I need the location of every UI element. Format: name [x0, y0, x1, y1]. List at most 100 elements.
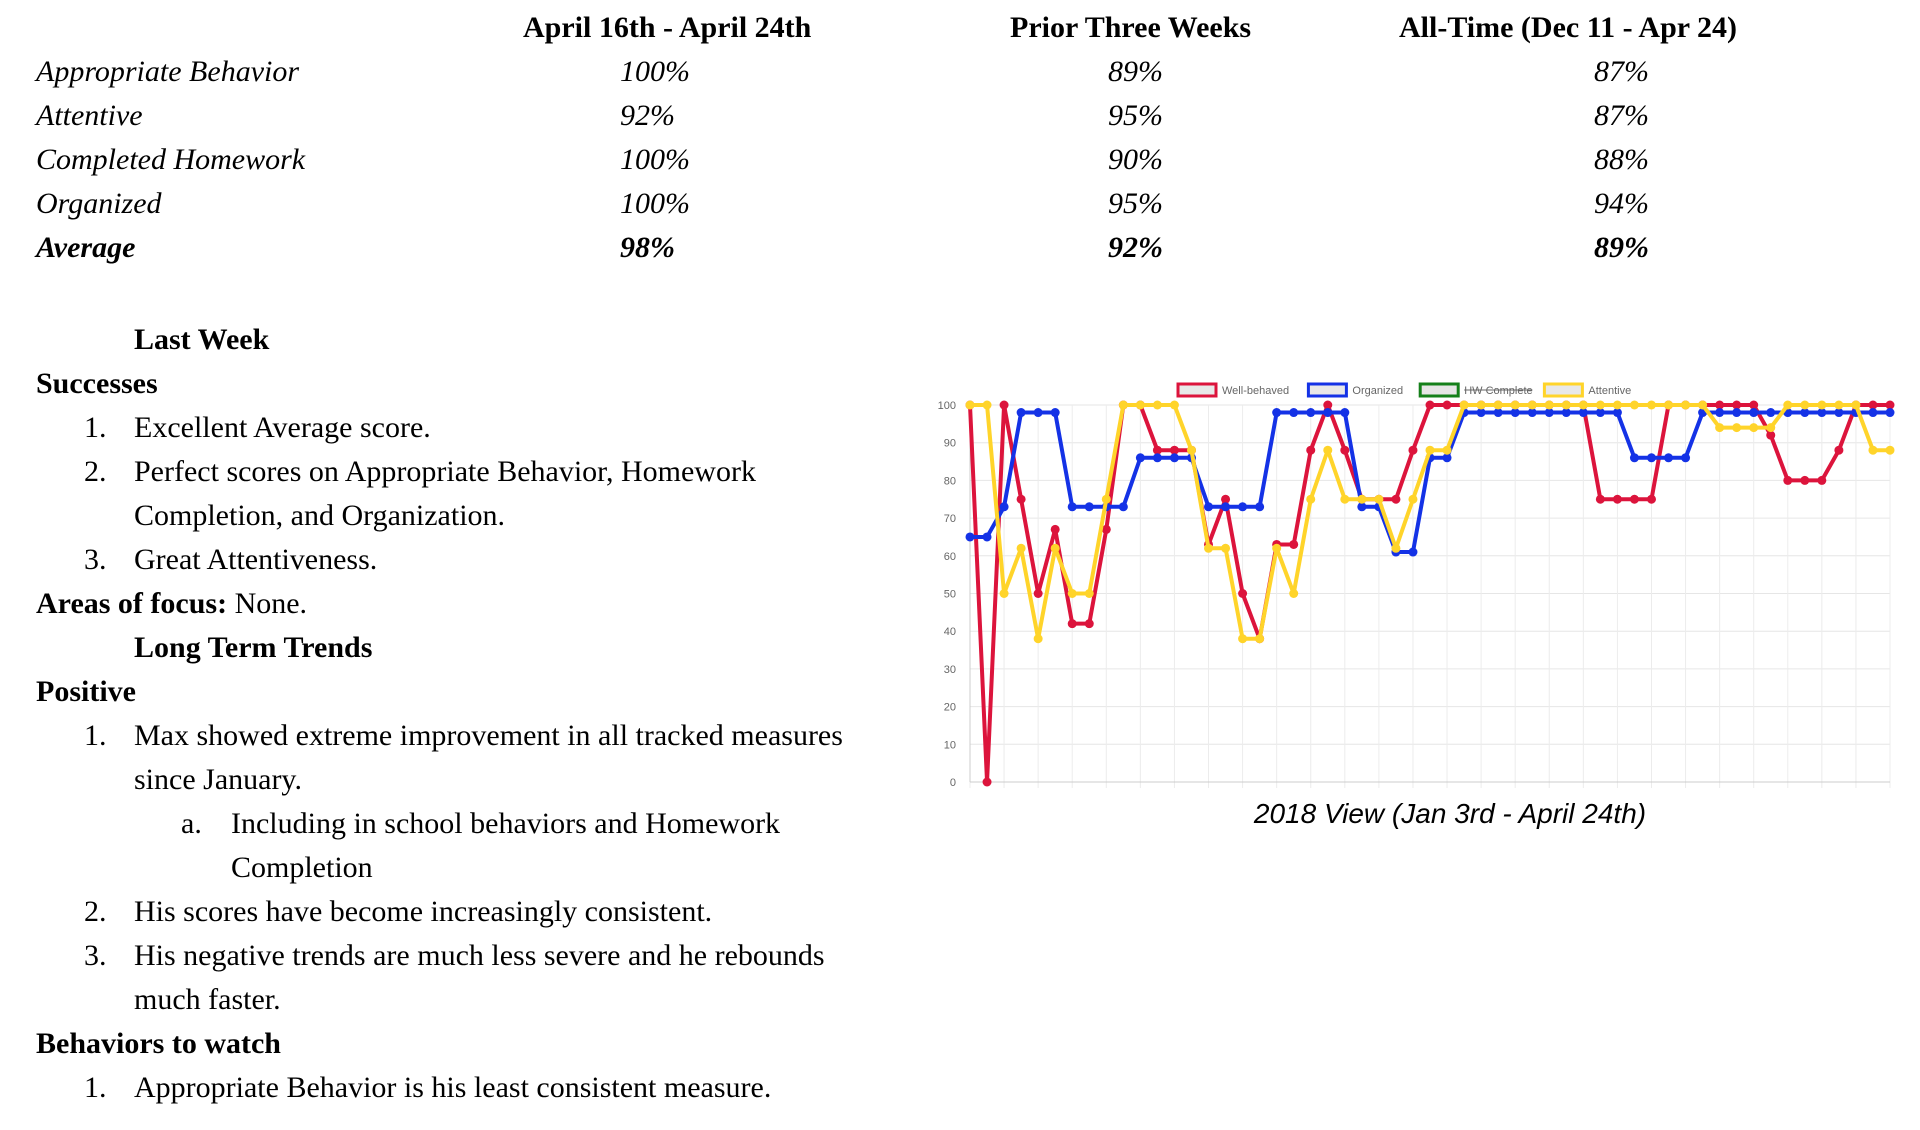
list-number: 2. — [84, 895, 107, 928]
data-point — [1766, 408, 1776, 418]
data-point — [1255, 502, 1265, 512]
data-point — [1391, 543, 1401, 553]
section-heading-behaviors-to-watch: Behaviors to watch — [36, 1027, 281, 1060]
data-point — [1544, 400, 1554, 410]
legend-swatch — [1306, 382, 1348, 398]
cell-last-week: 100% — [620, 143, 690, 176]
data-point — [982, 532, 992, 542]
table-row: Attentive 92% 95% 87% — [36, 94, 1836, 138]
list-item: 3. His negative trends are much less sev… — [36, 934, 916, 978]
data-point — [1323, 400, 1333, 410]
list-text: Excellent Average score. — [134, 411, 431, 444]
list-text: Including in school behaviors and Homewo… — [231, 807, 781, 840]
list-item: 1. Excellent Average score. — [36, 406, 916, 450]
data-point — [1033, 589, 1043, 598]
cell-prior-weeks: 89% — [1108, 55, 1163, 88]
data-point — [1442, 445, 1452, 455]
list-number: a. — [181, 807, 202, 840]
cell-prior-weeks: 90% — [1108, 143, 1163, 176]
list-number: 1. — [84, 1071, 107, 1104]
list-text: His negative trends are much less severe… — [134, 939, 825, 972]
data-point — [1578, 400, 1588, 410]
data-point — [1868, 445, 1878, 455]
column-header-prior-three-weeks: Prior Three Weeks — [1010, 11, 1252, 44]
data-point — [1578, 408, 1588, 418]
chart-caption: 2018 View (Jan 3rd - April 24th) — [1253, 798, 1647, 829]
legend-swatch — [1176, 382, 1218, 398]
list-item: 2. Perfect scores on Appropriate Behavio… — [36, 450, 916, 494]
data-point — [1050, 408, 1060, 418]
data-point — [1715, 400, 1725, 410]
list-text: His scores have become increasingly cons… — [134, 895, 713, 928]
y-tick-label: 70 — [944, 513, 956, 525]
data-point — [1101, 494, 1111, 504]
y-tick-label: 60 — [944, 551, 956, 563]
data-point — [1033, 408, 1043, 418]
data-point — [1016, 494, 1026, 504]
data-point — [1340, 445, 1350, 455]
sub-list-item: a. Including in school behaviors and Hom… — [36, 802, 916, 846]
data-point — [1595, 494, 1605, 504]
data-point — [1169, 453, 1179, 463]
data-point — [999, 502, 1009, 512]
data-point — [1817, 400, 1827, 410]
list-text: Max showed extreme improvement in all tr… — [134, 719, 843, 752]
data-point — [1817, 475, 1827, 485]
areas-of-focus-label: Areas of focus: — [36, 587, 228, 620]
data-point — [999, 400, 1009, 410]
data-point — [1357, 502, 1367, 512]
data-point — [1476, 400, 1486, 410]
data-point — [1612, 408, 1622, 418]
data-point — [1306, 408, 1316, 418]
data-point — [1204, 502, 1214, 512]
data-point — [1646, 400, 1656, 410]
data-point — [1800, 400, 1810, 410]
list-item: 3. Great Attentiveness. — [36, 538, 916, 582]
data-point — [1885, 400, 1895, 410]
data-point — [982, 400, 992, 410]
data-point — [1084, 589, 1094, 598]
row-label: Organized — [36, 187, 162, 220]
data-point — [1544, 408, 1554, 418]
list-text: since January. — [134, 763, 302, 796]
data-point — [1715, 408, 1725, 418]
data-point — [1800, 408, 1810, 418]
data-point — [1442, 453, 1452, 463]
data-point — [1186, 445, 1196, 455]
data-point — [1067, 619, 1077, 629]
y-tick-label: 80 — [944, 475, 956, 487]
data-point — [1783, 475, 1793, 485]
y-tick-label: 100 — [938, 400, 956, 412]
data-point — [1442, 400, 1452, 410]
data-point — [1221, 494, 1231, 504]
list-number: 2. — [84, 455, 107, 488]
cell-all-time: 87% — [1594, 99, 1649, 132]
cell-prior-weeks: 92% — [1108, 231, 1163, 264]
data-point — [1391, 494, 1401, 504]
data-point — [1340, 494, 1350, 504]
data-point — [999, 589, 1009, 598]
data-point — [1681, 400, 1691, 410]
column-header-all-time: All-Time (Dec 11 - Apr 24) — [1399, 11, 1738, 44]
data-point — [1408, 445, 1418, 455]
data-point — [1425, 400, 1435, 410]
cell-last-week: 98% — [620, 231, 675, 264]
data-point — [1340, 408, 1350, 418]
data-point — [1067, 502, 1077, 512]
data-point — [1323, 445, 1333, 455]
data-point — [1306, 494, 1316, 504]
data-point — [1476, 408, 1486, 418]
data-point — [1135, 453, 1145, 463]
data-point — [1289, 539, 1299, 549]
data-point — [1357, 494, 1367, 504]
section-heading-last-week: Last Week — [134, 323, 270, 356]
data-point — [1749, 400, 1759, 410]
list-text: Completion — [231, 851, 373, 884]
data-point — [1595, 408, 1605, 418]
data-point — [1323, 408, 1333, 418]
cell-last-week: 100% — [620, 55, 690, 88]
data-point — [1595, 400, 1605, 410]
y-tick-label: 50 — [944, 589, 956, 601]
data-point — [1612, 400, 1622, 410]
data-point — [965, 400, 975, 410]
